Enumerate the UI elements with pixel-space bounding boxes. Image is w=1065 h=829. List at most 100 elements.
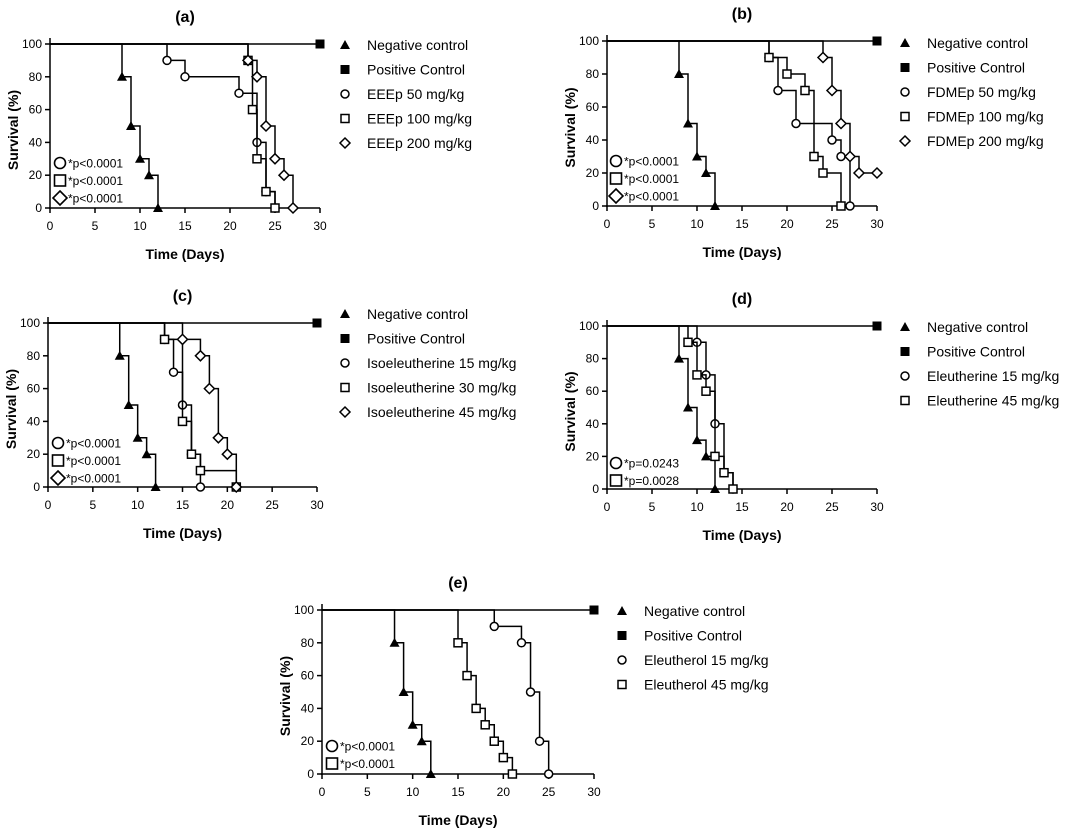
- series-line-b-fdmep-200-mg-kg: [607, 40, 877, 174]
- data-point-c-isoeleutherine-45-mg-kg: [230, 480, 243, 494]
- x-tick-label-c: 15: [176, 498, 190, 512]
- data-point-a-eeep-200-mg-kg: [259, 119, 273, 133]
- legend-marker-a-negative-control: [340, 40, 350, 49]
- data-point-c-positive-control: [312, 318, 322, 328]
- data-point-e-eleutherol-45-mg-kg: [507, 769, 518, 779]
- chart-panel-b: (b) 0 20 40 60 80 100 0 5 10 15 20 25 30 Time (Days) Su…: [562, 6, 1044, 260]
- data-point-c-negative-control: [123, 400, 134, 409]
- x-tick-label-a: 15: [178, 219, 192, 233]
- data-point-e-negative-control: [407, 719, 418, 729]
- legend-marker-b-positive-control: [900, 63, 910, 72]
- data-point-b-fdmep-100-mg-kg: [836, 201, 846, 211]
- data-point-b-fdmep-100-mg-kg: [764, 52, 774, 63]
- legend-label-d-eleutherine-45-mg-kg: Eleutherine 45 mg/kg: [927, 393, 1059, 409]
- pvalue-marker-d: [609, 474, 623, 487]
- legend-marker-d-eleutherine-45-mg-kg: [900, 395, 910, 406]
- x-tick-label-c: 0: [45, 498, 52, 512]
- y-tick-label-b: 60: [586, 100, 600, 114]
- data-point-d-negative-control: [674, 353, 684, 363]
- y-tick-label-d: 40: [586, 417, 600, 431]
- series-line-c-isoeleutherine-30-mg-kg: [48, 322, 238, 487]
- data-point-d-eleutherine-45-mg-kg: [701, 386, 711, 396]
- series-line-b-negative-control: [607, 40, 716, 206]
- data-point-d-negative-control: [710, 484, 720, 493]
- data-point-b-fdmep-50-mg-kg: [845, 201, 855, 211]
- legend-marker-b-fdmep-100-mg-kg: [900, 111, 910, 122]
- y-tick-label-e: 0: [307, 767, 314, 781]
- x-tick-label-e: 25: [542, 785, 556, 799]
- y-tick-label-c: 20: [27, 447, 41, 461]
- data-point-e-eleutherol-45-mg-kg: [498, 752, 509, 763]
- data-point-e-eleutherol-15-mg-kg: [516, 638, 527, 648]
- data-point-a-eeep-200-mg-kg: [268, 152, 282, 165]
- legend-label-b-fdmep-200-mg-kg: FDMEp 200 mg/kg: [927, 133, 1044, 149]
- legend-label-b-fdmep-100-mg-kg: FDMEp 100 mg/kg: [927, 109, 1044, 125]
- y-tick-label-d: 100: [579, 319, 599, 333]
- legend-marker-e-eleutherol-45-mg-kg: [617, 679, 627, 690]
- data-point-e-eleutherol-15-mg-kg: [534, 736, 545, 746]
- data-point-b-fdmep-50-mg-kg: [773, 85, 783, 96]
- pvalue-text-e: *p<0.0001: [340, 740, 395, 754]
- legend-label-c-isoeleutherine-30-mg-kg: Isoeleutherine 30 mg/kg: [367, 380, 516, 396]
- pvalue-marker-a: [53, 174, 67, 187]
- legend-label-e-negative-control: Negative control: [644, 603, 745, 619]
- x-tick-label-d: 0: [604, 500, 611, 514]
- x-tick-label-a: 10: [133, 219, 147, 233]
- x-axis-title-b: Time (Days): [702, 244, 781, 260]
- legend-marker-d-eleutherine-15-mg-kg: [900, 371, 910, 381]
- chart-panel-e: (e) 0 20 40 60 80 100 0 5 10 15 20 25 30 Time (Days) Su…: [277, 575, 769, 828]
- y-tick-label-d: 0: [592, 482, 599, 496]
- panel-label-e: (e): [448, 575, 468, 592]
- pvalue-text-c: *p<0.0001: [66, 472, 121, 486]
- data-point-c-isoeleutherine-30-mg-kg: [159, 334, 170, 345]
- data-point-a-eeep-50-mg-kg: [180, 72, 190, 82]
- y-tick-label-a: 80: [29, 70, 43, 84]
- data-point-d-negative-control: [701, 451, 711, 461]
- data-point-c-isoeleutherine-45-mg-kg: [212, 431, 225, 444]
- data-point-a-eeep-200-mg-kg: [241, 54, 255, 67]
- y-tick-label-b: 0: [592, 199, 599, 213]
- chart-panel-d: (d) 0 20 40 60 80 100 0 5 10 15 20 25 30 Time (Days) Su…: [562, 291, 1059, 543]
- data-point-b-positive-control: [872, 36, 882, 46]
- pvalue-marker-b: [607, 187, 625, 205]
- legend-label-a-eeep-100-mg-kg: EEEp 100 mg/kg: [367, 111, 472, 127]
- legend-marker-b-fdmep-50-mg-kg: [900, 87, 910, 97]
- x-tick-label-b: 30: [870, 217, 884, 231]
- data-point-e-eleutherol-15-mg-kg: [489, 621, 500, 632]
- data-point-b-fdmep-200-mg-kg: [816, 51, 830, 64]
- legend-label-a-negative-control: Negative control: [367, 37, 468, 53]
- legend-marker-d-negative-control: [900, 322, 910, 331]
- pvalue-marker-c: [51, 436, 65, 450]
- data-point-e-negative-control: [425, 769, 436, 778]
- x-tick-label-b: 0: [604, 217, 611, 231]
- y-tick-label-e: 80: [301, 636, 315, 650]
- data-point-b-negative-control: [692, 151, 702, 161]
- data-point-b-negative-control: [674, 69, 684, 78]
- data-point-c-isoeleutherine-15-mg-kg: [195, 482, 206, 492]
- pvalue-marker-a: [51, 189, 69, 207]
- series-line-c-negative-control: [48, 322, 157, 487]
- legend-marker-b-negative-control: [900, 38, 910, 47]
- y-tick-label-d: 80: [586, 352, 600, 366]
- legend-marker-a-eeep-200-mg-kg: [338, 136, 352, 150]
- data-point-d-eleutherine-45-mg-kg: [692, 370, 702, 380]
- x-tick-label-d: 15: [735, 500, 749, 514]
- y-axis-title-e: Survival (%): [277, 656, 293, 736]
- pvalue-text-d: *p=0.0028: [624, 474, 679, 488]
- x-tick-label-d: 5: [649, 500, 656, 514]
- y-tick-label-a: 40: [29, 135, 43, 149]
- data-point-b-negative-control: [710, 201, 720, 210]
- pvalue-text-a: *p<0.0001: [68, 174, 123, 188]
- data-point-a-eeep-50-mg-kg: [162, 55, 172, 66]
- x-axis-title-c: Time (Days): [143, 525, 222, 541]
- data-point-a-negative-control: [135, 153, 145, 163]
- x-tick-label-c: 5: [89, 498, 96, 512]
- pvalue-text-b: *p<0.0001: [624, 155, 679, 169]
- pvalue-text-b: *p<0.0001: [624, 172, 679, 186]
- x-tick-label-a: 0: [47, 219, 54, 233]
- legend-marker-d-positive-control: [900, 347, 910, 356]
- pvalue-text-a: *p<0.0001: [68, 192, 123, 206]
- data-point-b-fdmep-200-mg-kg: [852, 166, 866, 180]
- y-tick-label-c: 60: [27, 382, 41, 396]
- data-point-b-fdmep-100-mg-kg: [800, 85, 810, 96]
